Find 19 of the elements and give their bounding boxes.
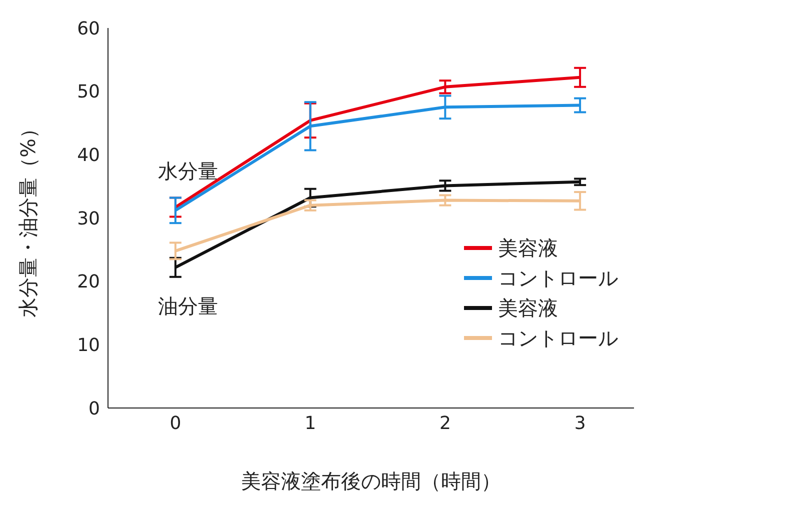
y-tick-label: 40 (77, 145, 100, 166)
annotation: 油分量 (158, 293, 218, 320)
x-tick-label: 2 (439, 412, 451, 434)
y-tick-label: 20 (77, 272, 100, 293)
annotation: 水分量 (158, 158, 218, 185)
y-tick-label: 0 (88, 398, 100, 420)
x-tick-label: 3 (574, 412, 586, 434)
y-axis-title: 水分量・油分量（%） (16, 118, 40, 318)
y-tick-label: 60 (77, 18, 100, 40)
y-tick-label: 30 (77, 208, 100, 230)
x-tick-label: 1 (304, 412, 316, 434)
x-tick-label: 0 (170, 412, 182, 434)
y-tick-label: 50 (77, 82, 100, 103)
x-axis-title: 美容液塗布後の時間（時間） (241, 469, 501, 493)
legend-label: 美容液 (498, 234, 558, 262)
legend-label: コントロール (498, 324, 618, 352)
y-tick-label: 10 (77, 335, 100, 356)
legend-label: 美容液 (498, 294, 558, 322)
legend-label: コントロール (498, 264, 618, 292)
